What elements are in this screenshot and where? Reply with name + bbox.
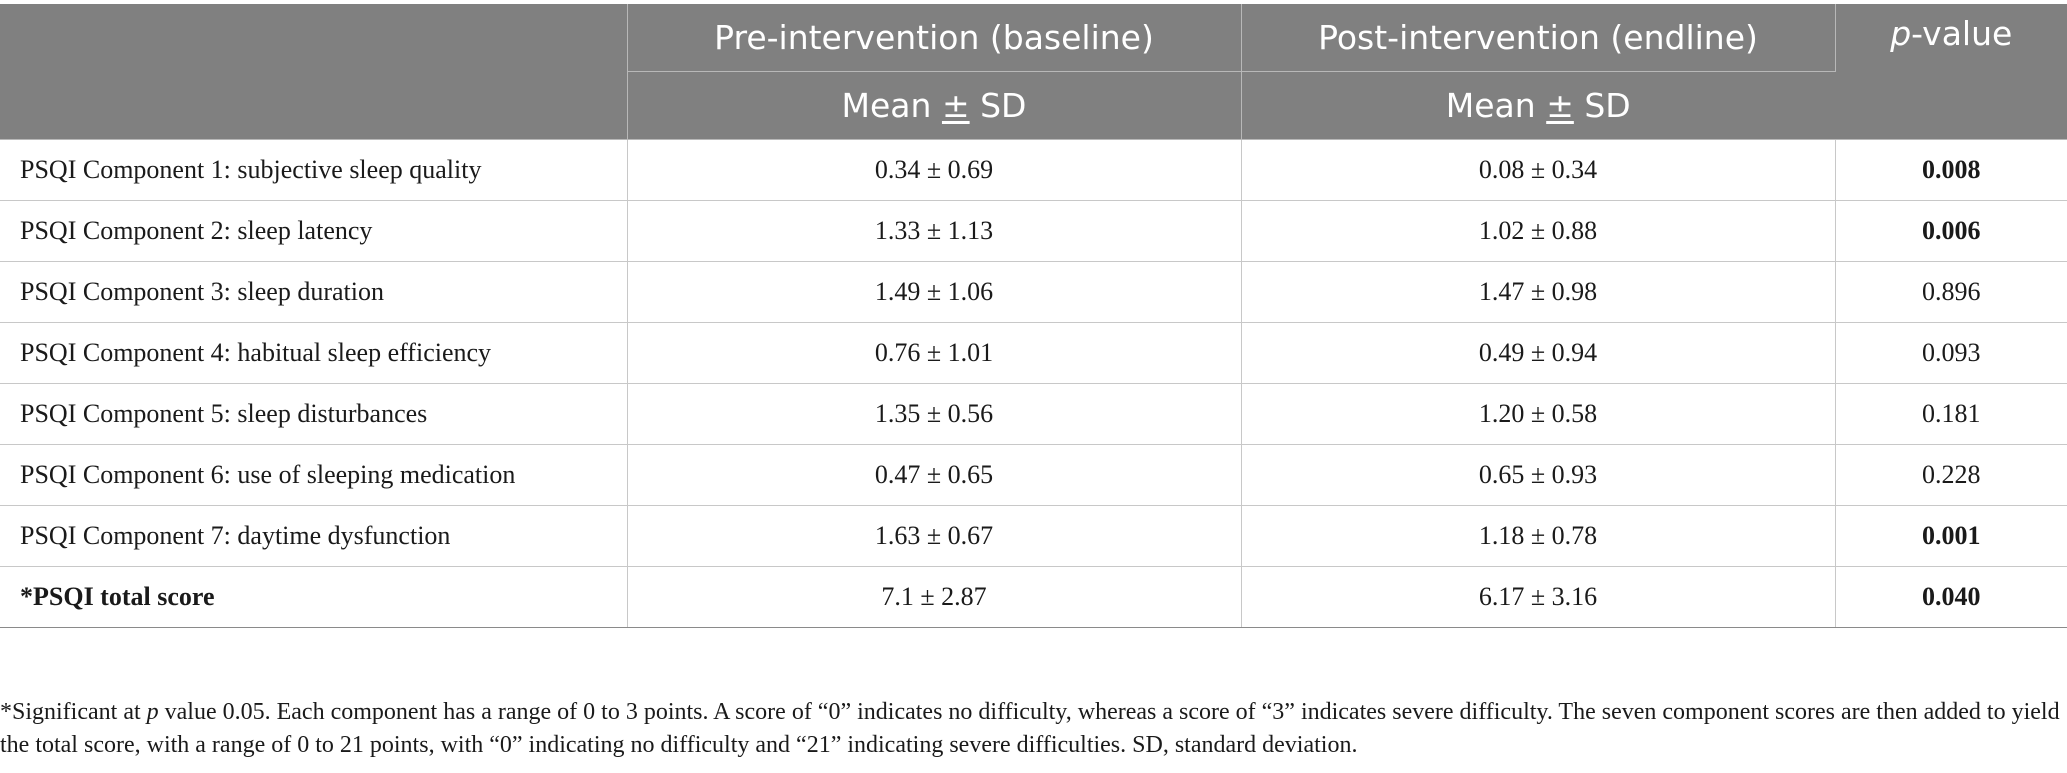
header-empty-cell	[0, 4, 628, 140]
footnote-p-italic: p	[146, 699, 159, 725]
table-row: *PSQI total score 7.1 ± 2.87 6.17 ± 3.16 0.…	[0, 566, 2067, 628]
table-row: PSQI Component 3: sleep duration 1.49 ± 1…	[0, 261, 2067, 323]
psqi-results-table: Pre-intervention (baseline) Post-interve…	[0, 4, 2067, 628]
table-row: PSQI Component 6: use of sleeping medica…	[0, 444, 2067, 506]
p-value-cell: 0.008	[1835, 139, 2067, 201]
row-label-cell: PSQI Component 1: subjective sleep quali…	[0, 139, 628, 201]
p-value-cell: 0.896	[1835, 261, 2067, 323]
table-header: Pre-intervention (baseline) Post-interve…	[0, 4, 2067, 140]
header-pre-mean: Mean	[841, 86, 932, 125]
table-footnote: *Significant at p value 0.05. Each compo…	[0, 696, 2060, 762]
header-p-value: p-value	[1835, 4, 2067, 140]
header-pre-sd: SD	[980, 86, 1027, 125]
table-body: PSQI Component 1: subjective sleep quali…	[0, 139, 2067, 628]
post-value-cell: 0.08 ± 0.34	[1241, 139, 1836, 201]
footnote-part-2: value 0.05. Each component has a range o…	[0, 699, 2060, 758]
pre-value-cell: 0.34 ± 0.69	[627, 139, 1242, 201]
p-value-cell: 0.001	[1835, 505, 2067, 567]
post-value-cell: 1.02 ± 0.88	[1241, 200, 1836, 262]
header-row-2: Mean ± SD Mean ± SD	[0, 71, 2067, 140]
pre-value-cell: 1.35 ± 0.56	[627, 383, 1242, 445]
header-pre-mean-sd: Mean ± SD	[627, 71, 1242, 140]
row-label-cell: PSQI Component 3: sleep duration	[0, 261, 628, 323]
row-label-cell: PSQI Component 6: use of sleeping medica…	[0, 444, 628, 506]
post-value-cell: 1.20 ± 0.58	[1241, 383, 1836, 445]
header-p-italic: p	[1890, 14, 1912, 53]
pre-value-cell: 1.49 ± 1.06	[627, 261, 1242, 323]
pre-value-cell: 1.63 ± 0.67	[627, 505, 1242, 567]
table-row: PSQI Component 7: daytime dysfunction 1.6…	[0, 505, 2067, 567]
p-value-cell: 0.181	[1835, 383, 2067, 445]
header-post-mean-sd: Mean ± SD	[1241, 71, 1835, 140]
pre-value-cell: 7.1 ± 2.87	[627, 566, 1242, 628]
table-row: PSQI Component 1: subjective sleep quali…	[0, 139, 2067, 201]
pre-value-cell: 1.33 ± 1.13	[627, 200, 1242, 262]
post-value-cell: 1.18 ± 0.78	[1241, 505, 1836, 567]
post-value-cell: 1.47 ± 0.98	[1241, 261, 1836, 323]
row-label-cell: PSQI Component 4: habitual sleep efficie…	[0, 322, 628, 384]
pre-value-cell: 0.76 ± 1.01	[627, 322, 1242, 384]
header-row-1: Pre-intervention (baseline) Post-interve…	[0, 4, 2067, 140]
psqi-table-container: Pre-intervention (baseline) Post-interve…	[0, 4, 2067, 628]
p-value-cell: 0.228	[1835, 444, 2067, 506]
row-label-cell: PSQI Component 2: sleep latency	[0, 200, 628, 262]
row-label-cell: *PSQI total score	[0, 566, 628, 628]
header-p-rest: -value	[1911, 14, 2013, 53]
table-row: PSQI Component 4: habitual sleep efficie…	[0, 322, 2067, 384]
post-value-cell: 0.65 ± 0.93	[1241, 444, 1836, 506]
header-post-intervention: Post-intervention (endline)	[1241, 4, 1836, 72]
post-value-cell: 0.49 ± 0.94	[1241, 322, 1836, 384]
p-value-cell: 0.006	[1835, 200, 2067, 262]
header-post-sd: SD	[1584, 86, 1631, 125]
pre-value-cell: 0.47 ± 0.65	[627, 444, 1242, 506]
footnote-part-1: *Significant at	[0, 699, 147, 725]
row-label-cell: PSQI Component 5: sleep disturbances	[0, 383, 628, 445]
row-label-cell: PSQI Component 7: daytime dysfunction	[0, 505, 628, 567]
post-value-cell: 6.17 ± 3.16	[1241, 566, 1836, 628]
header-post-pm: ±	[1546, 86, 1574, 125]
table-row: PSQI Component 5: sleep disturbances 1.35…	[0, 383, 2067, 445]
p-value-cell: 0.093	[1835, 322, 2067, 384]
header-post-mean: Mean	[1445, 86, 1536, 125]
header-pre-pm: ±	[941, 86, 970, 125]
p-value-cell: 0.040	[1835, 566, 2067, 628]
header-pre-intervention: Pre-intervention (baseline)	[627, 4, 1242, 72]
table-row: PSQI Component 2: sleep latency 1.33 ± 1.…	[0, 200, 2067, 262]
